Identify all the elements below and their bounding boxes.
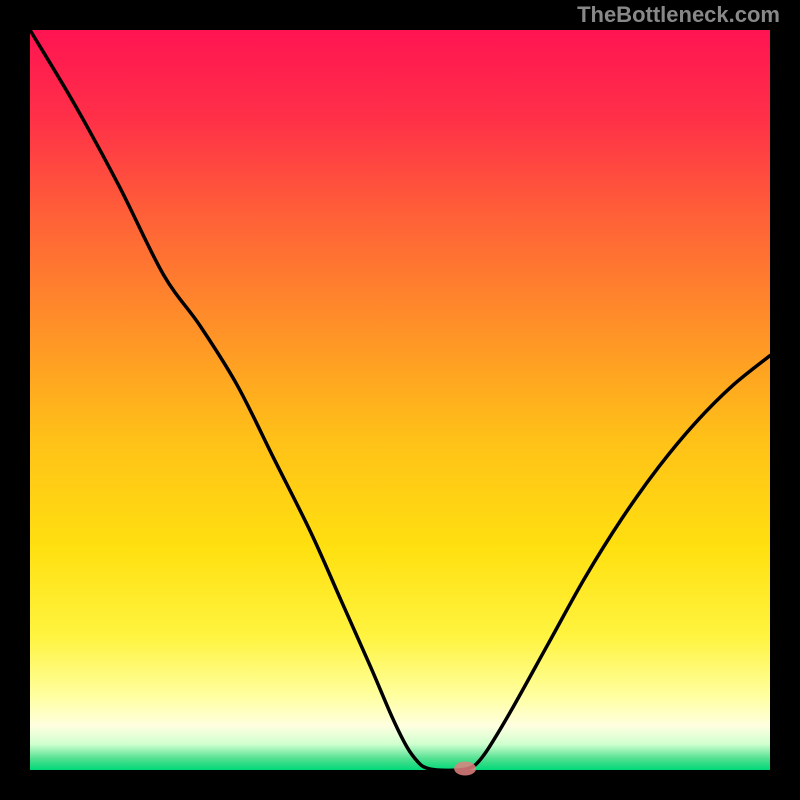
plot-background [30,30,770,770]
chart-svg [0,0,800,800]
bottleneck-chart: TheBottleneck.com [0,0,800,800]
optimal-marker [454,762,476,776]
watermark-label: TheBottleneck.com [577,2,780,28]
